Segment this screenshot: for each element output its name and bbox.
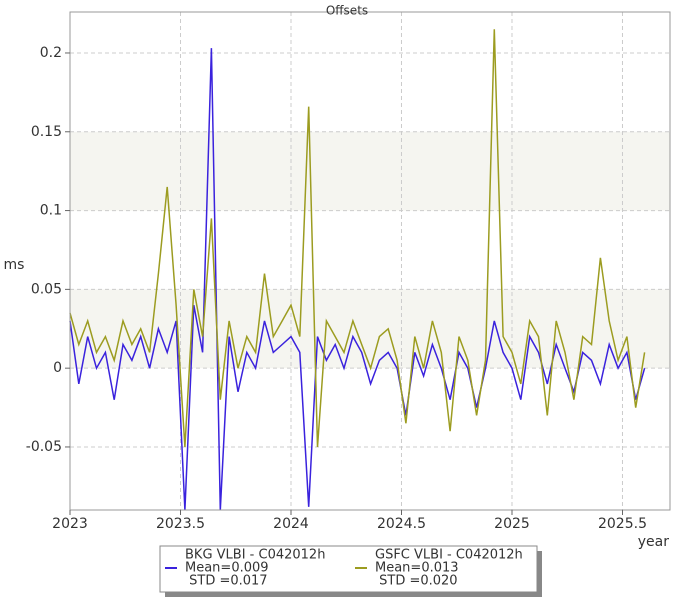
bands xyxy=(70,131,670,369)
y-tick-label: 0.05 xyxy=(31,281,62,297)
x-tick-label: 2023 xyxy=(52,516,88,532)
x-tick-label: 2025 xyxy=(494,516,530,532)
x-tick-label: 2024 xyxy=(273,516,309,532)
x-axis-label: year xyxy=(638,534,669,550)
band xyxy=(70,289,670,369)
x-tick-label: 2024.5 xyxy=(377,516,426,532)
series-line xyxy=(69,29,646,448)
legend-stat: STD =0.020 xyxy=(375,574,458,589)
legend-stat: Mean=0.009 xyxy=(185,561,269,576)
band xyxy=(70,131,670,211)
y-tick-label: 0.15 xyxy=(31,124,62,140)
y-tick-label: 0.1 xyxy=(40,203,62,219)
x-tick-label: 2023.5 xyxy=(156,516,205,532)
y-tick-label: 0.2 xyxy=(40,45,62,61)
y-tick-label: 0 xyxy=(53,360,62,376)
plot-frame xyxy=(69,11,671,511)
chart-title: Offsets xyxy=(326,4,368,18)
legend xyxy=(159,545,538,593)
lines xyxy=(69,29,646,511)
legend-label: GSFC VLBI - C042012h xyxy=(375,548,523,563)
y-axis-label: ms xyxy=(4,257,25,273)
legend-stat: STD =0.017 xyxy=(185,574,268,589)
series-line xyxy=(69,48,646,511)
y-tick-label: -0.05 xyxy=(26,439,62,455)
x-tick-label: 2025.5 xyxy=(598,516,647,532)
legend-label: BKG VLBI - C042012h xyxy=(185,548,325,563)
legend-stat: Mean=0.013 xyxy=(375,561,459,576)
